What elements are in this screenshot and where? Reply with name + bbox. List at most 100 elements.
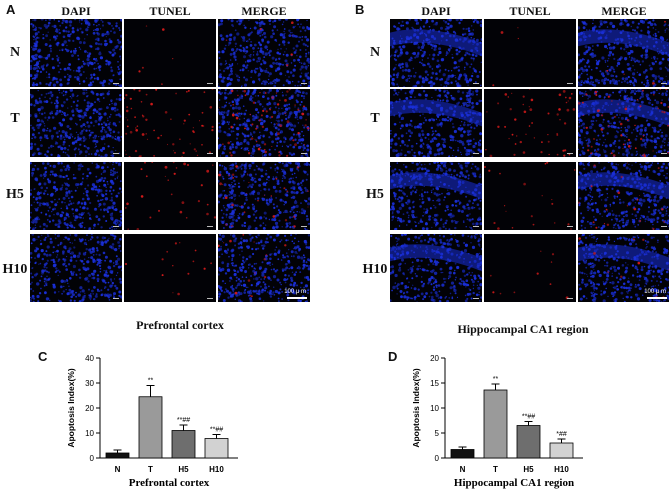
- bar-chart-hippocampal: 0 5 10 15 20 Apoptosis Index(%) N ** T **## H5 *## H…: [411, 354, 583, 489]
- scale-tick: [301, 153, 307, 154]
- y-tick-label: 0: [90, 454, 95, 463]
- x-tick-label: N: [115, 465, 121, 474]
- scale-tick: [113, 298, 119, 299]
- x-tick-label: T: [493, 465, 498, 474]
- micrograph-A-h5-merge: [218, 162, 310, 230]
- bar-h10: [204, 438, 229, 459]
- row-label-h10: H10: [2, 262, 28, 277]
- scale-tick: [567, 226, 573, 227]
- bar-n: [450, 449, 475, 459]
- x-tick-label: H5: [523, 465, 534, 474]
- scale-tick: [301, 83, 307, 84]
- bar-n: [105, 452, 130, 459]
- scale-tick: [661, 226, 667, 227]
- significance-label: **##: [210, 427, 223, 434]
- bar-h5: [516, 425, 541, 459]
- micrograph-A-h5-dapi: [30, 162, 122, 230]
- scalebar: [647, 297, 667, 299]
- bar-chart-prefrontal: 0 10 20 30 40 Apoptosis Index(%) N ** T **## H5 **#…: [66, 354, 238, 489]
- micrograph-B-h10-dapi: [390, 234, 482, 302]
- micrograph-B-t-merge: [578, 89, 669, 157]
- column-header-dapi-b: DAPI: [421, 4, 451, 18]
- y-tick-label: 5: [435, 429, 440, 438]
- micrograph-A-h10-dapi: [30, 234, 122, 302]
- scale-tick: [113, 153, 119, 154]
- significance-label: *##: [556, 431, 567, 438]
- micrograph-A-t-merge: [218, 89, 310, 157]
- y-tick-label: 0: [435, 454, 440, 463]
- panel-letter-d: D: [388, 349, 398, 364]
- y-tick-label: 40: [85, 354, 94, 363]
- bar-t: [138, 396, 163, 459]
- column-header-tunel: TUNEL: [149, 4, 191, 18]
- caption-prefrontal: Prefrontal cortex: [136, 318, 224, 332]
- scale-tick: [567, 298, 573, 299]
- scalebar: [287, 297, 307, 299]
- micrograph-B-h5-dapi: [390, 162, 482, 230]
- x-tick-label: N: [460, 465, 466, 474]
- significance-label: **: [148, 378, 154, 385]
- significance-label: **##: [177, 417, 190, 424]
- scale-tick: [473, 153, 479, 154]
- y-tick-label: 30: [85, 379, 94, 388]
- row-label-t-b: T: [370, 111, 380, 126]
- micrograph-A-h10-tunel: [124, 234, 216, 302]
- panel-letter-b: B: [355, 2, 365, 17]
- micrograph-A-h10-merge: 100 μ m: [218, 234, 310, 302]
- scale-tick: [473, 298, 479, 299]
- micrograph-B-h5-merge: [578, 162, 669, 230]
- micrograph-A-n-merge: [218, 19, 310, 87]
- micrograph-B-t-tunel: [484, 89, 576, 157]
- caption-hippocampal: Hippocampal CA1 region: [457, 322, 589, 336]
- y-tick-label: 10: [430, 404, 439, 413]
- scale-tick: [207, 226, 213, 227]
- scale-tick: [473, 226, 479, 227]
- scale-tick: [567, 83, 573, 84]
- scale-tick: [207, 83, 213, 84]
- scale-tick: [207, 298, 213, 299]
- micrograph-B-t-dapi: [390, 89, 482, 157]
- x-axis-title: Prefrontal cortex: [129, 477, 210, 489]
- bar-t: [483, 389, 508, 459]
- y-tick-label: 20: [85, 404, 94, 413]
- micrograph-A-h5-tunel: [124, 162, 216, 230]
- micrograph-A-n-tunel: [124, 19, 216, 87]
- bar-h10: [549, 442, 574, 459]
- row-label-t: T: [10, 111, 20, 126]
- column-header-dapi: DAPI: [61, 4, 91, 18]
- row-label-h10-b: H10: [362, 262, 388, 277]
- scale-tick: [113, 226, 119, 227]
- column-header-tunel-b: TUNEL: [509, 4, 551, 18]
- micrograph-B-n-tunel: [484, 19, 576, 87]
- micrograph-B-n-dapi: [390, 19, 482, 87]
- micrograph-B-h5-tunel: [484, 162, 576, 230]
- x-axis-title: Hippocampal CA1 region: [454, 477, 574, 489]
- x-tick-label: H10: [554, 465, 569, 474]
- micrograph-A-t-tunel: [124, 89, 216, 157]
- column-header-merge: MERGE: [241, 4, 287, 18]
- micrograph-A-t-dapi: [30, 89, 122, 157]
- scalebar-label: 100 μ m: [284, 289, 306, 295]
- row-label-n-b: N: [369, 45, 381, 60]
- micrograph-B-n-merge: [578, 19, 669, 87]
- y-tick-label: 10: [85, 429, 94, 438]
- panel-letter-c: C: [38, 349, 48, 364]
- scale-tick: [661, 83, 667, 84]
- row-label-n: N: [9, 45, 21, 60]
- micrograph-B-h10-merge: 100 μ m: [578, 234, 669, 302]
- micrograph-B-h10-tunel: [484, 234, 576, 302]
- y-tick-label: 15: [430, 379, 439, 388]
- micrograph-A-n-dapi: [30, 19, 122, 87]
- y-axis-label: Apoptosis Index(%): [411, 368, 421, 448]
- scalebar-label: 100 μ m: [644, 289, 666, 295]
- panel-letter-a: A: [6, 2, 16, 17]
- y-tick-label: 20: [430, 354, 439, 363]
- x-tick-label: H5: [178, 465, 189, 474]
- scale-tick: [473, 83, 479, 84]
- x-tick-label: H10: [209, 465, 224, 474]
- x-tick-label: T: [148, 465, 153, 474]
- row-label-h5-b: H5: [366, 187, 384, 202]
- scale-tick: [301, 226, 307, 227]
- scale-tick: [661, 153, 667, 154]
- scale-tick: [207, 153, 213, 154]
